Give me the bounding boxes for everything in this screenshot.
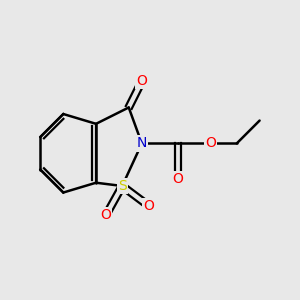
Text: O: O: [172, 172, 183, 186]
Text: S: S: [118, 179, 127, 193]
Text: N: N: [136, 136, 147, 151]
Text: O: O: [136, 74, 147, 88]
Text: O: O: [143, 199, 154, 213]
Text: O: O: [100, 208, 111, 222]
Text: O: O: [205, 136, 216, 151]
